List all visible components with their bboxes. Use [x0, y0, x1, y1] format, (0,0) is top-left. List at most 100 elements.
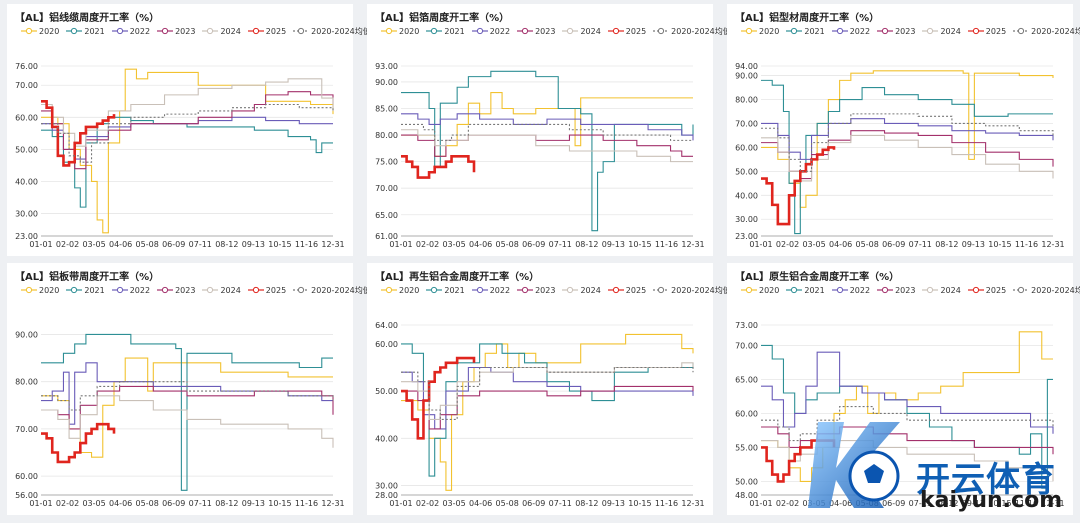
legend-item[interactable]: 2020: [381, 27, 419, 36]
x-tick-label: 01-01: [749, 240, 772, 249]
legend-item[interactable]: 2022: [831, 285, 871, 295]
y-tick-label: 50.00: [375, 387, 398, 396]
legend-item[interactable]: 2025: [247, 27, 286, 36]
y-tick-label: 90.00: [15, 330, 38, 339]
legend-label: 2023: [535, 285, 556, 295]
legend-item[interactable]: 2020: [21, 27, 59, 36]
legend-item[interactable]: 2023: [877, 286, 915, 295]
watermark-brand: 开云体育: [916, 460, 1056, 500]
legend-swatch-icon: [653, 27, 670, 35]
legend-item[interactable]: 2020-2024均值: [653, 285, 731, 296]
legend-item[interactable]: 2020: [741, 286, 779, 295]
legend-item[interactable]: 2025: [607, 27, 646, 36]
legend-item[interactable]: 2022: [471, 286, 510, 295]
legend-item[interactable]: 2020: [741, 27, 779, 36]
series-line-2022: [761, 118, 1054, 160]
legend-item[interactable]: 2020-2024均值: [293, 26, 371, 37]
legend-item[interactable]: 2025: [967, 286, 1006, 295]
series-line-2020-2024均值: [401, 123, 693, 141]
x-tick-label: 12-31: [681, 240, 704, 249]
x-tick-label: 12-31: [1041, 499, 1064, 508]
y-tick-label: 70.00: [375, 184, 398, 193]
legend-item[interactable]: 2022: [111, 27, 150, 36]
series-line-2020: [401, 333, 694, 491]
legend-swatch-icon: [741, 286, 757, 294]
legend-item[interactable]: 2024: [562, 285, 601, 295]
legend-item[interactable]: 2025: [967, 27, 1006, 36]
legend-item[interactable]: 2024: [922, 27, 961, 36]
legend-swatch-icon: [562, 286, 579, 294]
legend-item[interactable]: 2021: [426, 286, 465, 295]
chart-title: 【AL】铝板带周度开工率（%）: [15, 272, 160, 283]
chart-title: 【AL】铝线缆周度开工率（%）: [15, 13, 160, 24]
y-tick-label: 93.00: [375, 62, 398, 71]
legend-item[interactable]: 2020-2024均值: [653, 26, 731, 37]
x-tick-label: 08-12: [935, 240, 958, 249]
series-line-2022: [761, 351, 1054, 434]
legend-swatch-icon: [967, 27, 984, 35]
legend-item[interactable]: 2024: [922, 286, 961, 295]
legend-label: 2020-2024均值: [1031, 26, 1080, 36]
y-tick-label: 76.00: [15, 62, 38, 71]
y-tick-label: 70.00: [15, 81, 38, 90]
x-tick-label: 05-08: [136, 240, 159, 249]
legend-item[interactable]: 2022: [831, 27, 870, 36]
legend-swatch-icon: [471, 286, 488, 294]
y-tick-label: 40.00: [15, 177, 38, 186]
legend-item[interactable]: 2023: [157, 286, 195, 295]
series-line-2024: [761, 134, 1054, 182]
legend-item[interactable]: 2023: [157, 27, 195, 36]
x-tick-label: 03-05: [82, 240, 105, 249]
legend-item[interactable]: 2024: [562, 27, 601, 36]
chart-legend: 2020 2021 2022 2023 2024 2025 2020-2024均值: [741, 284, 1080, 296]
legend-swatch-icon: [607, 27, 624, 35]
legend-swatch-icon: [786, 286, 803, 294]
y-tick-label: 73.00: [735, 321, 758, 330]
series-line-2020: [41, 68, 334, 234]
x-tick-label: 07-11: [549, 499, 572, 508]
legend-swatch-icon: [877, 286, 894, 294]
x-tick-label: 12-31: [1041, 240, 1064, 249]
x-tick-label: 09-13: [962, 499, 985, 508]
legend-label: 2020: [39, 26, 60, 36]
y-tick-label: 75.00: [375, 158, 398, 167]
legend-item[interactable]: 2020-2024均值: [1013, 26, 1080, 37]
x-tick-label: 06-09: [882, 240, 905, 249]
legend-item[interactable]: 2023: [517, 286, 555, 295]
legend-item[interactable]: 2024: [202, 286, 241, 295]
x-tick-label: 07-11: [189, 499, 212, 508]
legend-item[interactable]: 2023: [517, 27, 555, 36]
series-line-2021: [41, 116, 333, 208]
legend-item[interactable]: 2023: [877, 27, 915, 36]
legend-label: 2021: [804, 26, 825, 36]
legend-item[interactable]: 2020: [381, 286, 419, 295]
legend-item[interactable]: 2022: [471, 27, 510, 36]
legend-item[interactable]: 2022: [111, 286, 150, 295]
legend-swatch-icon: [426, 286, 443, 294]
chart-panel-4: 90.00 80.00 70.00 60.00 56.00 01-01 02-02 03-05…: [7, 263, 371, 515]
legend-label: 2021: [804, 285, 825, 295]
legend-item[interactable]: 2020: [21, 286, 59, 295]
x-tick-label: 06-09: [882, 499, 905, 508]
y-tick-label: 50.00: [15, 145, 38, 154]
legend-label: 2024: [580, 285, 601, 295]
legend-item[interactable]: 2020-2024均值: [293, 285, 371, 296]
legend-item[interactable]: 2021: [426, 27, 465, 36]
x-tick-label: 04-06: [829, 499, 852, 508]
x-tick-label: 04-06: [109, 240, 132, 249]
legend-item[interactable]: 2020-2024均值: [1013, 285, 1080, 296]
legend-item[interactable]: 2024: [202, 27, 241, 36]
legend-item[interactable]: 2025: [247, 286, 286, 295]
y-tick-label: 90.00: [375, 78, 398, 87]
y-tick-label: 65.00: [375, 211, 398, 220]
legend-item[interactable]: 2021: [786, 26, 825, 36]
legend-label: 2022: [849, 285, 871, 295]
x-tick-label: 07-11: [189, 240, 212, 249]
legend-item[interactable]: 2021: [66, 286, 105, 295]
chart-panel-6: 73.00 70.00 65.00 60.00 55.00 50.00 48.00 01-01…: [727, 263, 1080, 515]
legend-item[interactable]: 2025: [607, 286, 646, 295]
legend-item[interactable]: 2021: [786, 285, 825, 295]
legend-swatch-icon: [247, 27, 264, 35]
legend-item[interactable]: 2021: [66, 27, 105, 36]
